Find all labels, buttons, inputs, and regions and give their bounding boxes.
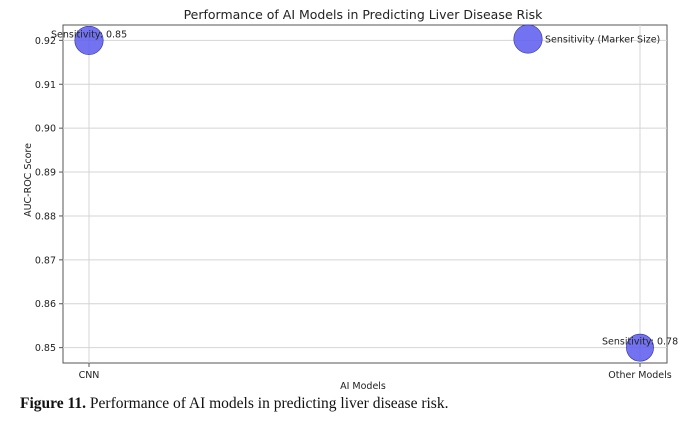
- y-tick-label: 0.87: [35, 255, 56, 266]
- y-tick-label: 0.85: [35, 343, 56, 354]
- legend-marker: [513, 24, 543, 54]
- figure-caption: Figure 11. Performance of AI models in p…: [20, 395, 690, 413]
- legend: Sensitivity (Marker Size): [513, 24, 660, 54]
- figure-caption-text: Performance of AI models in predicting l…: [86, 395, 449, 412]
- chart-title: Performance of AI Models in Predicting L…: [184, 7, 544, 22]
- y-axis-label: AUC-ROC Score: [23, 143, 34, 217]
- y-tick-label: 0.88: [35, 211, 56, 222]
- data-point-label: Sensitivity: 0.78: [602, 337, 678, 348]
- figure-caption-label: Figure 11.: [20, 395, 87, 412]
- y-tick-label: 0.91: [35, 80, 56, 91]
- x-axis-ticks: CNN Other Models: [79, 363, 672, 381]
- scatter-chart: 0.85 0.86 0.87 0.88 0.89 0.90 0.91 0.92 CNN Othe…: [23, 7, 678, 392]
- data-point-marker: [626, 333, 654, 362]
- x-tick-label: Other Models: [608, 370, 672, 381]
- y-tick-label: 0.86: [35, 299, 56, 310]
- legend-label: Sensitivity (Marker Size): [545, 35, 660, 46]
- y-axis-ticks: 0.85 0.86 0.87 0.88 0.89 0.90 0.91 0.92: [35, 36, 63, 354]
- x-axis-label: AI Models: [340, 381, 386, 392]
- data-point-marker: [74, 25, 104, 55]
- y-tick-label: 0.90: [35, 124, 56, 135]
- y-tick-label: 0.92: [35, 36, 56, 47]
- grid-lines: [63, 25, 667, 363]
- y-tick-label: 0.89: [35, 168, 56, 179]
- data-points: Sensitivity: 0.85 Sensitivity: 0.78: [51, 25, 678, 362]
- plot-area: [62, 24, 668, 364]
- data-point-label: Sensitivity: 0.85: [51, 29, 127, 40]
- x-tick-label: CNN: [79, 370, 100, 381]
